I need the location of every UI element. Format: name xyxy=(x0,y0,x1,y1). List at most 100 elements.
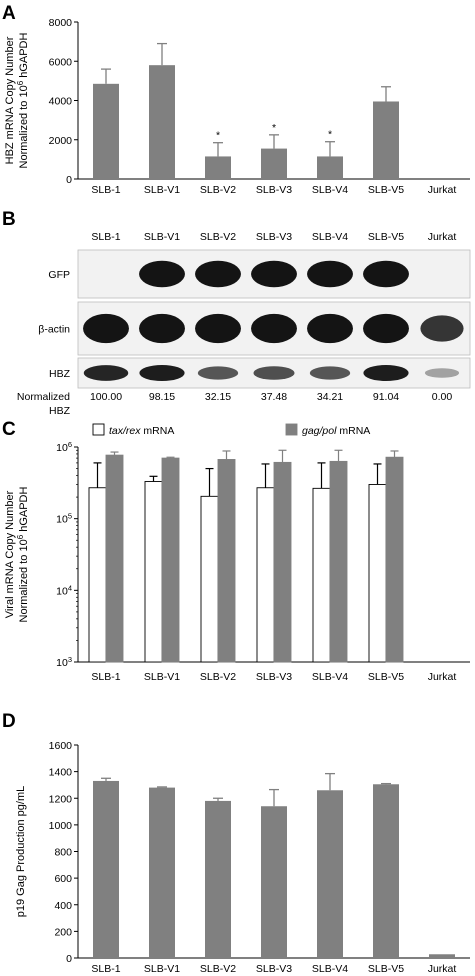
panel-a-letter: A xyxy=(2,3,16,24)
panel-d: D 0 200 400 600 800 1000 1200 1400 1600 p19 Gag P… xyxy=(2,711,470,975)
panel-a-ylabel-line1: HBZ mRNA Copy Number xyxy=(4,36,16,164)
panel-a-category-label: SLB-V3 xyxy=(256,184,292,196)
panel-c-bar-tax-rex xyxy=(88,487,107,663)
legend-label-gag-pol: gag/pol mRNA xyxy=(302,425,370,437)
normalized-value: 32.15 xyxy=(205,391,231,403)
panel-a-axes: 0 2000 4000 6000 8000 HBZ mRNA Copy Number Nor… xyxy=(4,17,470,186)
blot-category-label: SLB-V2 xyxy=(200,231,236,243)
panel-c-y-tick-exp: 4 xyxy=(68,583,72,592)
panel-d-category-label: SLB-V2 xyxy=(200,963,236,975)
panel-c-bar-gag-pol xyxy=(161,457,180,663)
panel-c-y-tick-base: 10 xyxy=(56,514,68,526)
panel-d-y-tick-label: 1400 xyxy=(49,767,73,779)
panel-b-letter: B xyxy=(2,209,16,230)
panel-c-bar-tax-rex xyxy=(256,487,275,663)
panel-d-bar xyxy=(429,954,455,958)
panel-a-y-tick-label: 8000 xyxy=(49,17,73,29)
blot-band xyxy=(363,313,409,344)
legend-label-tax-rex-italic: tax/rex xyxy=(109,425,141,437)
panel-d-category-label: SLB-V1 xyxy=(144,963,180,975)
blot-band xyxy=(420,315,464,342)
panel-a-bar xyxy=(261,148,287,179)
panel-b: B SLB-1 SLB-V1 SLB-V2 SLB-V3 SLB-V4 SLB-V5 Jur… xyxy=(2,209,471,417)
panel-d-y-tick-label: 1000 xyxy=(49,820,73,832)
panel-c: C tax/rex mRNA gag/pol mRNA 103104105106V… xyxy=(2,419,470,683)
blot-band xyxy=(307,260,353,288)
western-blot: SLB-1 SLB-V1 SLB-V2 SLB-V3 SLB-V4 SLB-V5 Jurka… xyxy=(17,231,471,417)
normalized-label-line1: Normalized xyxy=(17,391,70,403)
panel-a-category-label: SLB-V4 xyxy=(312,184,348,196)
panel-c-y-tick-label: 105 xyxy=(56,511,72,526)
panel-a-category-label: Jurkat xyxy=(428,184,457,196)
panel-c-categories: SLB-1 SLB-V1 SLB-V2 SLB-V3 SLB-V4 SLB-V5 Jurka… xyxy=(91,671,456,683)
panel-a-y-tick-label: 2000 xyxy=(49,135,73,147)
panel-c-bar-tax-rex xyxy=(312,487,331,663)
panel-d-y-tick-label: 200 xyxy=(54,926,72,938)
panel-d-category-label: SLB-1 xyxy=(91,963,120,975)
panel-a-bar xyxy=(373,101,399,179)
panel-c-category-label: SLB-V1 xyxy=(144,671,180,683)
blot-category-label: SLB-V1 xyxy=(144,231,180,243)
panel-d-y-tick-label: 1200 xyxy=(49,793,73,805)
panel-d-bar xyxy=(261,806,287,958)
panel-c-ylabel: Viral mRNA Copy Number Normalized to 106 … xyxy=(4,486,30,622)
blot-band xyxy=(197,366,239,380)
panel-d-axes: 0 200 400 600 800 1000 1200 1400 1600 p19 Gag Pro… xyxy=(15,740,470,965)
panel-c-bar-tax-rex xyxy=(368,484,387,663)
panel-d-y-tick-label: 0 xyxy=(66,953,72,965)
panel-d-y-tick-label: 1600 xyxy=(49,740,73,752)
blot-band xyxy=(309,366,351,380)
panel-d-bars xyxy=(93,772,455,958)
blot-category-label: SLB-V5 xyxy=(368,231,404,243)
panel-a-ylabel: HBZ mRNA Copy Number Normalized to 106 hG… xyxy=(4,32,30,168)
normalized-value: 0.00 xyxy=(432,391,453,403)
legend-label-gag-pol-rest: mRNA xyxy=(336,425,370,437)
panel-c-y-tick-label: 104 xyxy=(56,583,72,598)
panel-a: A 0 2000 4000 6000 8000 HBZ mRNA Copy Number N… xyxy=(2,3,470,196)
panel-a-category-label: SLB-1 xyxy=(91,184,120,196)
panel-c-ylabel-line1: Viral mRNA Copy Number xyxy=(4,490,16,618)
panel-c-bar-tax-rex xyxy=(200,495,219,663)
panel-c-ylabel-line2-pre: Normalized to 10 xyxy=(18,539,30,622)
panel-a-significance-star: * xyxy=(328,129,332,141)
blot-row-label: GFP xyxy=(48,269,70,281)
panel-a-bars: * * * xyxy=(93,42,399,179)
panel-a-bar xyxy=(317,156,343,179)
panel-c-y-tick-base: 10 xyxy=(56,585,68,597)
panel-c-y-tick-exp: 5 xyxy=(68,511,72,520)
panel-d-y-tick-label: 800 xyxy=(54,847,72,859)
panel-a-significance-star: * xyxy=(216,130,220,142)
panel-c-category-label: SLB-V4 xyxy=(312,671,348,683)
panel-d-bar xyxy=(317,790,343,958)
panel-a-category-label: SLB-V1 xyxy=(144,184,180,196)
normalized-value: 34.21 xyxy=(317,391,343,403)
panel-a-bar xyxy=(93,83,119,179)
blot-category-label: SLB-1 xyxy=(91,231,120,243)
panel-d-y-tick-label: 600 xyxy=(54,873,72,885)
normalized-label-line2: HBZ xyxy=(49,405,71,417)
panel-a-y-tick-label: 4000 xyxy=(49,96,73,108)
panel-c-bar-gag-pol xyxy=(329,460,348,663)
blot-row-label: β-actin xyxy=(38,324,70,336)
legend-swatch-gag-pol xyxy=(285,423,298,436)
panel-a-bar xyxy=(149,65,175,179)
panel-a-significance-star: * xyxy=(272,122,276,134)
panel-c-y-tick-exp: 3 xyxy=(68,655,72,664)
panel-c-ylabel-line2-sup: 6 xyxy=(16,534,25,539)
panel-c-letter: C xyxy=(2,419,16,440)
panel-c-bar-gag-pol xyxy=(217,459,236,663)
panel-d-bar xyxy=(93,780,119,958)
panel-d-bar xyxy=(205,800,231,958)
panel-a-ylabel-line2-pre: Normalized to 10 xyxy=(18,85,30,168)
panel-a-ylabel-line2: Normalized to 106 hGAPDH xyxy=(16,32,31,168)
panel-c-bar-tax-rex xyxy=(144,481,163,663)
blot-band xyxy=(83,365,129,381)
legend-swatch-tax-rex xyxy=(92,423,105,436)
normalized-value: 100.00 xyxy=(90,391,122,403)
blot-band xyxy=(363,364,409,382)
panel-c-bar-gag-pol xyxy=(385,456,404,663)
blot-band xyxy=(139,260,185,288)
blot-band xyxy=(83,313,129,344)
legend-label-gag-pol-italic: gag/pol xyxy=(302,425,337,437)
panel-c-y-tick-base: 10 xyxy=(56,657,68,669)
